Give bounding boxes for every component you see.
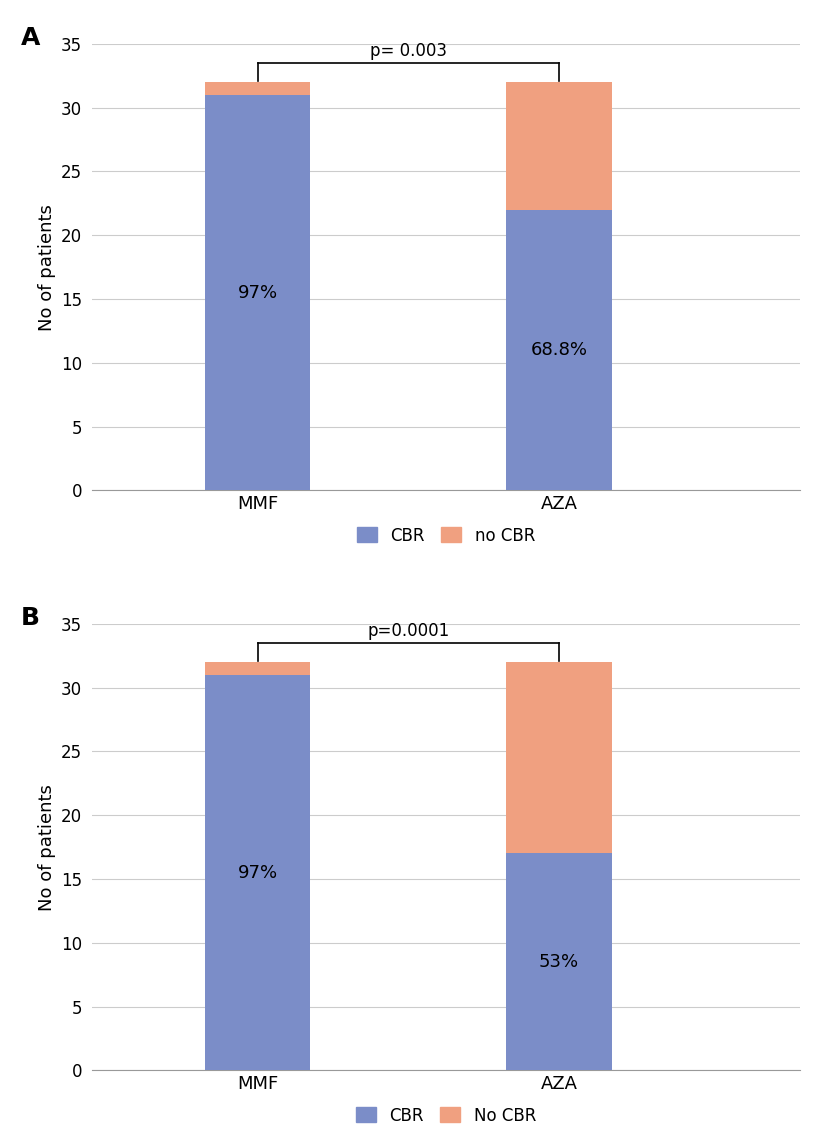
Text: p=0.0001: p=0.0001 <box>367 622 449 641</box>
Y-axis label: No of patients: No of patients <box>37 204 55 330</box>
Text: B: B <box>22 606 40 630</box>
Text: 53%: 53% <box>538 953 578 971</box>
Bar <box>205 662 310 675</box>
Bar <box>205 95 310 490</box>
Legend: CBR, No CBR: CBR, No CBR <box>356 1107 536 1124</box>
Bar <box>506 662 611 854</box>
Text: 97%: 97% <box>237 284 277 301</box>
Bar <box>506 210 611 490</box>
Text: 68.8%: 68.8% <box>530 342 587 359</box>
Bar <box>205 675 310 1070</box>
Bar <box>205 83 310 95</box>
Bar <box>506 854 611 1070</box>
Legend: CBR, no CBR: CBR, no CBR <box>356 527 534 544</box>
Bar <box>506 83 611 210</box>
Text: p= 0.003: p= 0.003 <box>370 42 447 61</box>
Text: A: A <box>22 26 41 50</box>
Y-axis label: No of patients: No of patients <box>37 784 55 911</box>
Text: 97%: 97% <box>237 864 277 881</box>
